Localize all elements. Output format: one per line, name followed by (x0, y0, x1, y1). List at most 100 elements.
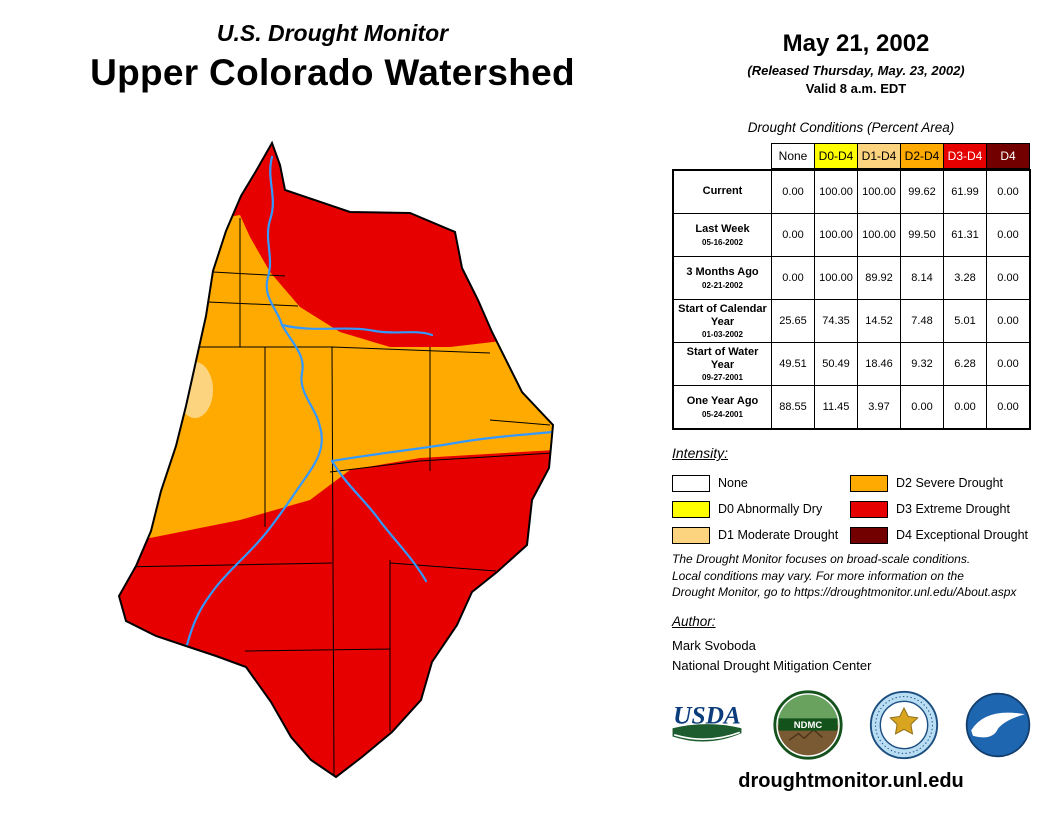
col-header-d2d4: D2-D4 (901, 144, 943, 168)
d3-swatch (850, 500, 888, 518)
legend-item-d2: D2 Severe Drought (850, 474, 1034, 492)
table-cell: 49.51 (772, 343, 814, 385)
disclaimer-text: The Drought Monitor focuses on broad-sca… (672, 551, 1042, 601)
river-north-tributary (280, 323, 434, 337)
legend-item-d1: D1 Moderate Drought (672, 526, 850, 544)
table-cell: 88.55 (772, 386, 814, 428)
watershed-map (117, 140, 555, 779)
table-cell: 0.00 (772, 214, 814, 256)
map-date: May 21, 2002 (782, 30, 930, 57)
table-cell: 61.31 (944, 214, 986, 256)
table-cell: 99.62 (901, 171, 943, 213)
river-east-tributary (330, 430, 553, 463)
table-cell: 50.49 (815, 343, 857, 385)
d1-swatch (672, 526, 710, 544)
table-cell: 0.00 (772, 171, 814, 213)
table-cell: 7.48 (901, 300, 943, 342)
d4-swatch (850, 526, 888, 544)
table-cell: 11.45 (815, 386, 857, 428)
river-south-tributary (330, 459, 428, 583)
legend-title: Intensity: (672, 445, 729, 461)
agency-logos: USDA NDMC (666, 686, 1032, 764)
table-cell: 99.50 (901, 214, 943, 256)
release-date: (Released Thursday, May. 23, 2002) (747, 63, 965, 78)
table-cell: 0.00 (772, 257, 814, 299)
disclaimer-line: Drought Monitor, go to https://droughtmo… (672, 585, 1017, 600)
none-swatch (672, 474, 710, 492)
usda-logo: USDA (666, 698, 748, 752)
footer-url: droughtmonitor.unl.edu (738, 770, 964, 792)
rivers (174, 155, 553, 668)
author-heading: Author: (672, 614, 716, 629)
table-cell: 74.35 (815, 300, 857, 342)
table-cell: 3.97 (858, 386, 900, 428)
table-cell: 14.52 (858, 300, 900, 342)
monitor-supertitle: U.S. Drought Monitor (216, 20, 449, 46)
table-cell: 0.00 (987, 343, 1029, 385)
table-cell: 25.65 (772, 300, 814, 342)
col-header-d1d4: D1-D4 (858, 144, 900, 168)
table-cell: 18.46 (858, 343, 900, 385)
table-cell: 0.00 (987, 214, 1029, 256)
col-header-d3d4: D3-D4 (944, 144, 986, 168)
table-cell: 100.00 (815, 214, 857, 256)
table-cell: 100.00 (858, 171, 900, 213)
table-cell: 100.00 (858, 214, 900, 256)
date-block: May 21, 2002 (Released Thursday, May. 23… (688, 30, 1024, 96)
table-cell: 100.00 (815, 257, 857, 299)
author-org: National Drought Mitigation Center (672, 657, 872, 673)
table-header-row: None D0-D4 D1-D4 D2-D4 D3-D4 D4 (771, 143, 1030, 169)
d0-swatch (672, 500, 710, 518)
table-cell: 9.32 (901, 343, 943, 385)
table-cell: 6.28 (944, 343, 986, 385)
table-cell: 0.00 (987, 171, 1029, 213)
table-title: Drought Conditions (Percent Area) (747, 120, 955, 135)
col-header-d0d4: D0-D4 (815, 144, 857, 168)
row-label-start-water-year: Start of Water Year 09-27-2001 (674, 343, 771, 385)
noaa-logo (964, 691, 1032, 759)
legend-grid: None D0 Abnormally Dry D1 Moderate Droug… (672, 470, 1034, 548)
row-label-one-year-ago: One Year Ago 05-24-2001 (674, 386, 771, 428)
table-cell: 0.00 (987, 386, 1029, 428)
row-label-start-calendar-year: Start of Calendar Year 01-03-2002 (674, 300, 771, 342)
table-cell: 8.14 (901, 257, 943, 299)
table-cell: 89.92 (858, 257, 900, 299)
disclaimer-line: Local conditions may vary. For more info… (672, 568, 964, 583)
header: U.S. Drought Monitor Upper Colorado Wate… (30, 20, 635, 94)
drought-conditions-table: Current 0.00 100.00 100.00 99.62 61.99 0… (672, 169, 1031, 430)
d3-extreme-region-north (119, 143, 553, 347)
table-cell: 100.00 (815, 171, 857, 213)
county-boundaries (121, 218, 553, 776)
table-cell: 0.00 (987, 300, 1029, 342)
table-cell: 0.00 (987, 257, 1029, 299)
row-label-3-months-ago: 3 Months Ago 02-21-2002 (674, 257, 771, 299)
row-label-last-week: Last Week 05-16-2002 (674, 214, 771, 256)
table-cell: 5.01 (944, 300, 986, 342)
valid-time: Valid 8 a.m. EDT (805, 81, 907, 96)
table-cell: 0.00 (901, 386, 943, 428)
legend-item-none: None (672, 474, 850, 492)
intensity-legend: Intensity: None D0 Abnormally Dry D1 Mod… (672, 445, 1034, 548)
river-meander (174, 643, 192, 668)
row-label-current: Current (674, 171, 771, 213)
svg-text:NDMC: NDMC (794, 720, 823, 731)
table-cell: 61.99 (944, 171, 986, 213)
table-cell: 3.28 (944, 257, 986, 299)
basin-outline (117, 140, 555, 779)
commerce-seal-logo (868, 689, 940, 761)
legend-item-d3: D3 Extreme Drought (850, 500, 1034, 518)
table-cell: 0.00 (944, 386, 986, 428)
legend-item-d4: D4 Exceptional Drought (850, 526, 1034, 544)
legend-item-d0: D0 Abnormally Dry (672, 500, 850, 518)
col-header-d4: D4 (987, 144, 1029, 168)
col-header-none: None (772, 144, 814, 168)
d1-moderate-patch (177, 362, 213, 418)
page-title: Upper Colorado Watershed (90, 52, 575, 93)
author-block: Author: Mark Svoboda National Drought Mi… (672, 614, 871, 675)
ndmc-logo: NDMC (772, 689, 844, 761)
d2-swatch (850, 474, 888, 492)
author-name: Mark Svoboda (672, 638, 756, 653)
disclaimer-line: The Drought Monitor focuses on broad-sca… (672, 552, 971, 566)
river-main (185, 155, 323, 647)
